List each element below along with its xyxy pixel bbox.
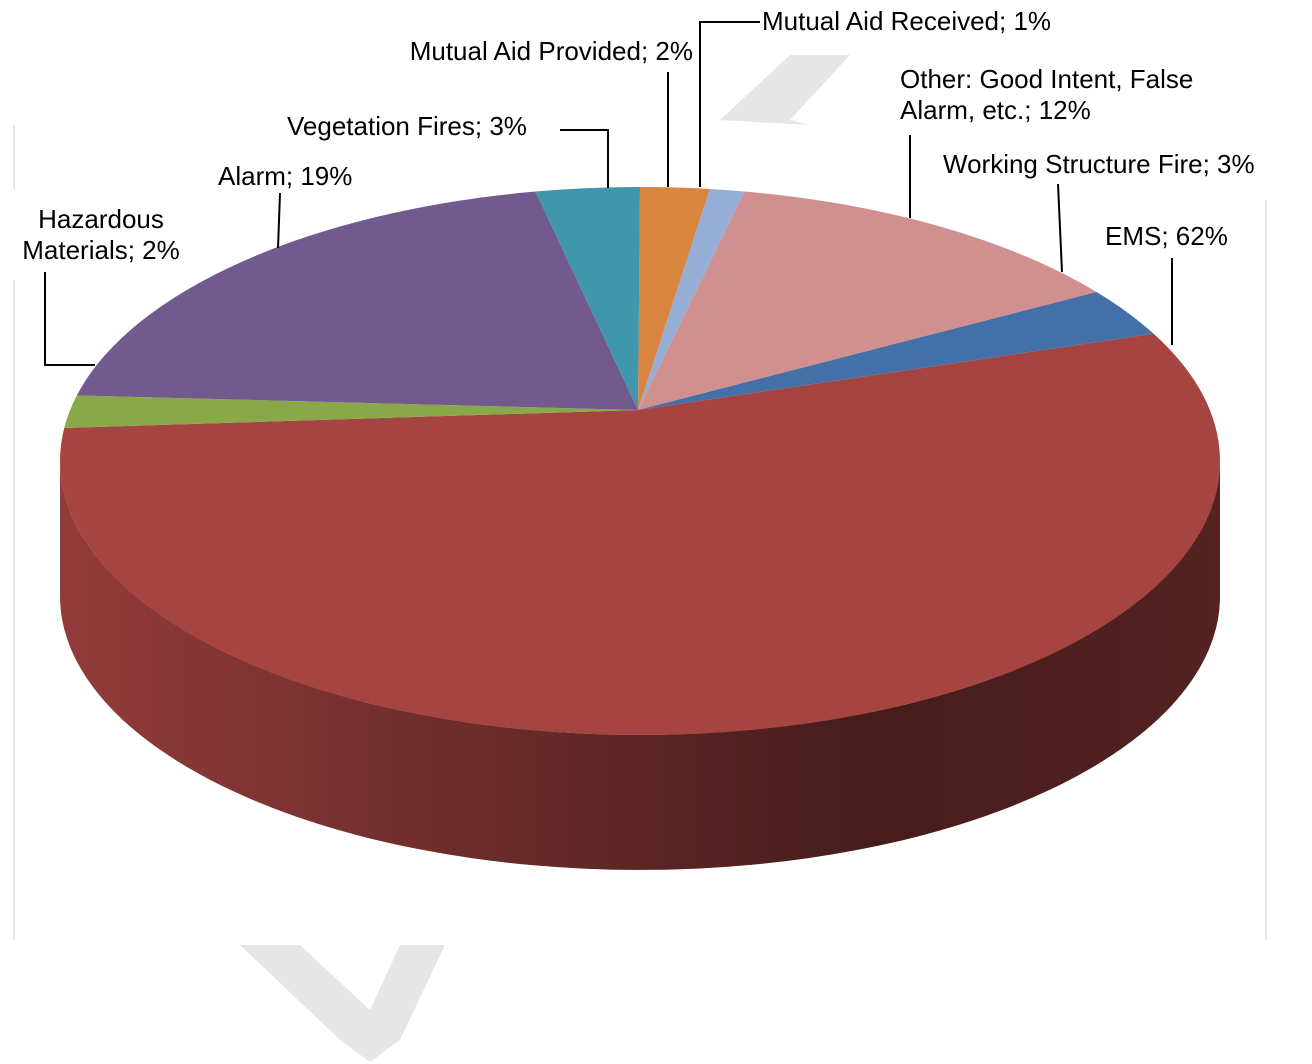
frame <box>13 125 1267 940</box>
data-label: Mutual Aid Received; 1% <box>762 6 1052 36</box>
watermark-arrow <box>720 55 850 125</box>
leader-line <box>44 272 95 366</box>
watermark <box>240 55 850 1062</box>
pie-slice <box>638 188 745 410</box>
data-label: Hazardous Materials; 2% <box>22 204 180 265</box>
data-label: EMS; 62% <box>1105 221 1228 251</box>
leader-lines <box>44 21 1173 366</box>
data-label: Vegetation Fires; 3% <box>287 111 527 141</box>
data-label: Alarm; 19% <box>218 161 353 191</box>
data-label: Other: Good Intent, False Alarm, etc.; 1… <box>900 64 1194 125</box>
pie-slice <box>59 333 1220 735</box>
pie-slice <box>638 187 710 410</box>
data-label: Mutual Aid Provided; 2% <box>409 36 693 66</box>
pie-slice <box>535 187 640 410</box>
leader-line <box>277 192 281 249</box>
leader-line <box>1057 183 1063 273</box>
pie-side-shade <box>60 461 1220 870</box>
leader-line <box>699 21 760 187</box>
pie-sides <box>60 461 1220 870</box>
pie-slice <box>638 292 1154 410</box>
pie-slice <box>638 191 1097 410</box>
leader-line <box>560 129 609 188</box>
pie-slice <box>64 395 638 428</box>
pie-slice <box>76 191 638 410</box>
pie-tops <box>59 187 1220 735</box>
watermark-arrow <box>240 945 445 1062</box>
data-label: Working Structure Fire; 3% <box>943 149 1255 179</box>
